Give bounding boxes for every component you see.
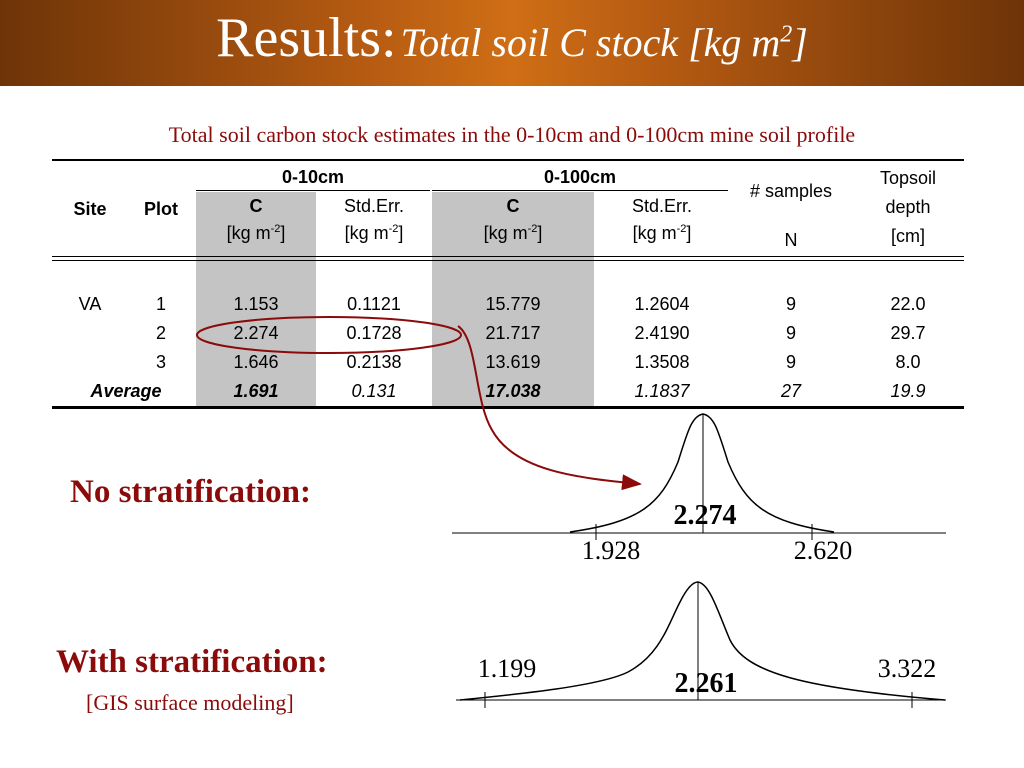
unit-prefix: [kg m bbox=[226, 223, 271, 243]
unit-sup: -2 bbox=[270, 223, 281, 235]
title-sub-end: ] bbox=[792, 20, 808, 65]
unit-suffix: ] bbox=[537, 223, 543, 243]
col-unit-se10: [kg m-2] bbox=[316, 223, 432, 244]
unit-prefix: [kg m bbox=[483, 223, 528, 243]
no-stratification-label: No stratification: bbox=[70, 474, 312, 510]
title-sup: 2 bbox=[780, 21, 793, 48]
cell-c100: 13.619 bbox=[485, 352, 541, 372]
title-subtitle: Total soil C stock [kg m2] bbox=[401, 20, 808, 65]
average-c100: 17.038 bbox=[485, 381, 541, 401]
col-unit-c100: [kg m-2] bbox=[432, 223, 594, 244]
cell-depth: 8.0 bbox=[895, 352, 921, 372]
cell-plot: 3 bbox=[155, 352, 166, 372]
highlight-ellipse bbox=[196, 316, 462, 354]
col-unit-c10: [kg m-2] bbox=[196, 223, 316, 244]
col-header-cm: [cm] bbox=[891, 226, 925, 246]
col-header-c10: C bbox=[249, 196, 263, 216]
average-label: Average bbox=[90, 381, 162, 401]
cell-c100: 21.717 bbox=[485, 323, 541, 343]
no-strat-low-value: 1.928 bbox=[581, 536, 641, 565]
table-top-rule bbox=[52, 159, 964, 161]
cell-se10: 0.2138 bbox=[346, 352, 402, 372]
cell-c10: 1.646 bbox=[233, 352, 279, 372]
highlight-col-c100 bbox=[432, 192, 594, 408]
unit-sup: -2 bbox=[676, 223, 687, 235]
cell-n: 9 bbox=[785, 352, 796, 372]
slide-title: Results: Total soil C stock [kg m2] bbox=[0, 6, 1024, 70]
unit-prefix: [kg m bbox=[344, 223, 389, 243]
cell-c10: 2.274 bbox=[233, 323, 279, 343]
col-header-site: Site bbox=[73, 199, 107, 219]
unit-sup: -2 bbox=[388, 223, 399, 235]
with-strat-high-value: 3.322 bbox=[877, 654, 937, 683]
cell-plot: 2 bbox=[155, 323, 166, 343]
with-stratification-label: With stratification: bbox=[56, 644, 328, 680]
cell-n: 9 bbox=[785, 294, 796, 314]
unit-sup: -2 bbox=[527, 223, 538, 235]
average-c10: 1.691 bbox=[233, 381, 279, 401]
cell-c10: 1.153 bbox=[233, 294, 279, 314]
average-n: 27 bbox=[780, 381, 802, 401]
title-sub-text: Total soil C stock [kg m bbox=[400, 20, 781, 65]
title-bar: Results: Total soil C stock [kg m2] bbox=[0, 0, 1024, 86]
cell-plot: 1 bbox=[155, 294, 166, 314]
unit-suffix: ] bbox=[280, 223, 286, 243]
col-header-n: N bbox=[784, 230, 798, 250]
unit-suffix: ] bbox=[686, 223, 692, 243]
group-header-0-10: 0-10cm bbox=[281, 167, 345, 187]
cell-se100: 2.4190 bbox=[634, 323, 690, 343]
unit-suffix: ] bbox=[398, 223, 404, 243]
col-header-topsoil: Topsoil bbox=[879, 168, 937, 188]
with-strat-center-value: 2.261 bbox=[674, 668, 738, 699]
title-main: Results: bbox=[216, 7, 397, 69]
no-strat-center-value: 2.274 bbox=[673, 500, 737, 531]
cell-se10: 0.1728 bbox=[346, 323, 402, 343]
col-header-samples: # samples bbox=[749, 181, 833, 201]
col-unit-se100: [kg m-2] bbox=[594, 223, 730, 244]
col-header-plot: Plot bbox=[144, 199, 178, 219]
group-rule-0-100 bbox=[432, 190, 728, 191]
table-caption: Total soil carbon stock estimates in the… bbox=[168, 122, 856, 147]
cell-se100: 1.3508 bbox=[634, 352, 690, 372]
gis-surface-modeling-label: [GIS surface modeling] bbox=[86, 690, 294, 715]
link-arrow bbox=[457, 325, 642, 491]
unit-prefix: [kg m bbox=[632, 223, 677, 243]
cell-c100: 15.779 bbox=[485, 294, 541, 314]
bell-curve-with-strat bbox=[459, 581, 946, 701]
highlight-col-c10 bbox=[196, 192, 316, 408]
group-rule-0-10 bbox=[196, 190, 430, 191]
average-se10: 0.131 bbox=[351, 381, 397, 401]
cell-se100: 1.2604 bbox=[634, 294, 690, 314]
group-header-0-100: 0-100cm bbox=[543, 167, 617, 187]
average-se100: 1.1837 bbox=[634, 381, 690, 401]
header-rule-2 bbox=[52, 260, 964, 261]
col-header-se10: Std.Err. bbox=[343, 196, 405, 216]
with-strat-low-value: 1.199 bbox=[477, 654, 537, 683]
cell-site: VA bbox=[78, 294, 102, 314]
table-bottom-rule bbox=[52, 406, 964, 409]
cell-depth: 22.0 bbox=[890, 294, 926, 314]
average-depth: 19.9 bbox=[890, 381, 926, 401]
no-strat-high-value: 2.620 bbox=[793, 536, 853, 565]
cell-depth: 29.7 bbox=[890, 323, 926, 343]
cell-se10: 0.1121 bbox=[347, 294, 401, 314]
header-rule-1 bbox=[52, 256, 964, 257]
col-header-depth: depth bbox=[885, 197, 931, 217]
col-header-c100: C bbox=[506, 196, 520, 216]
cell-n: 9 bbox=[785, 323, 796, 343]
col-header-se100: Std.Err. bbox=[631, 196, 693, 216]
